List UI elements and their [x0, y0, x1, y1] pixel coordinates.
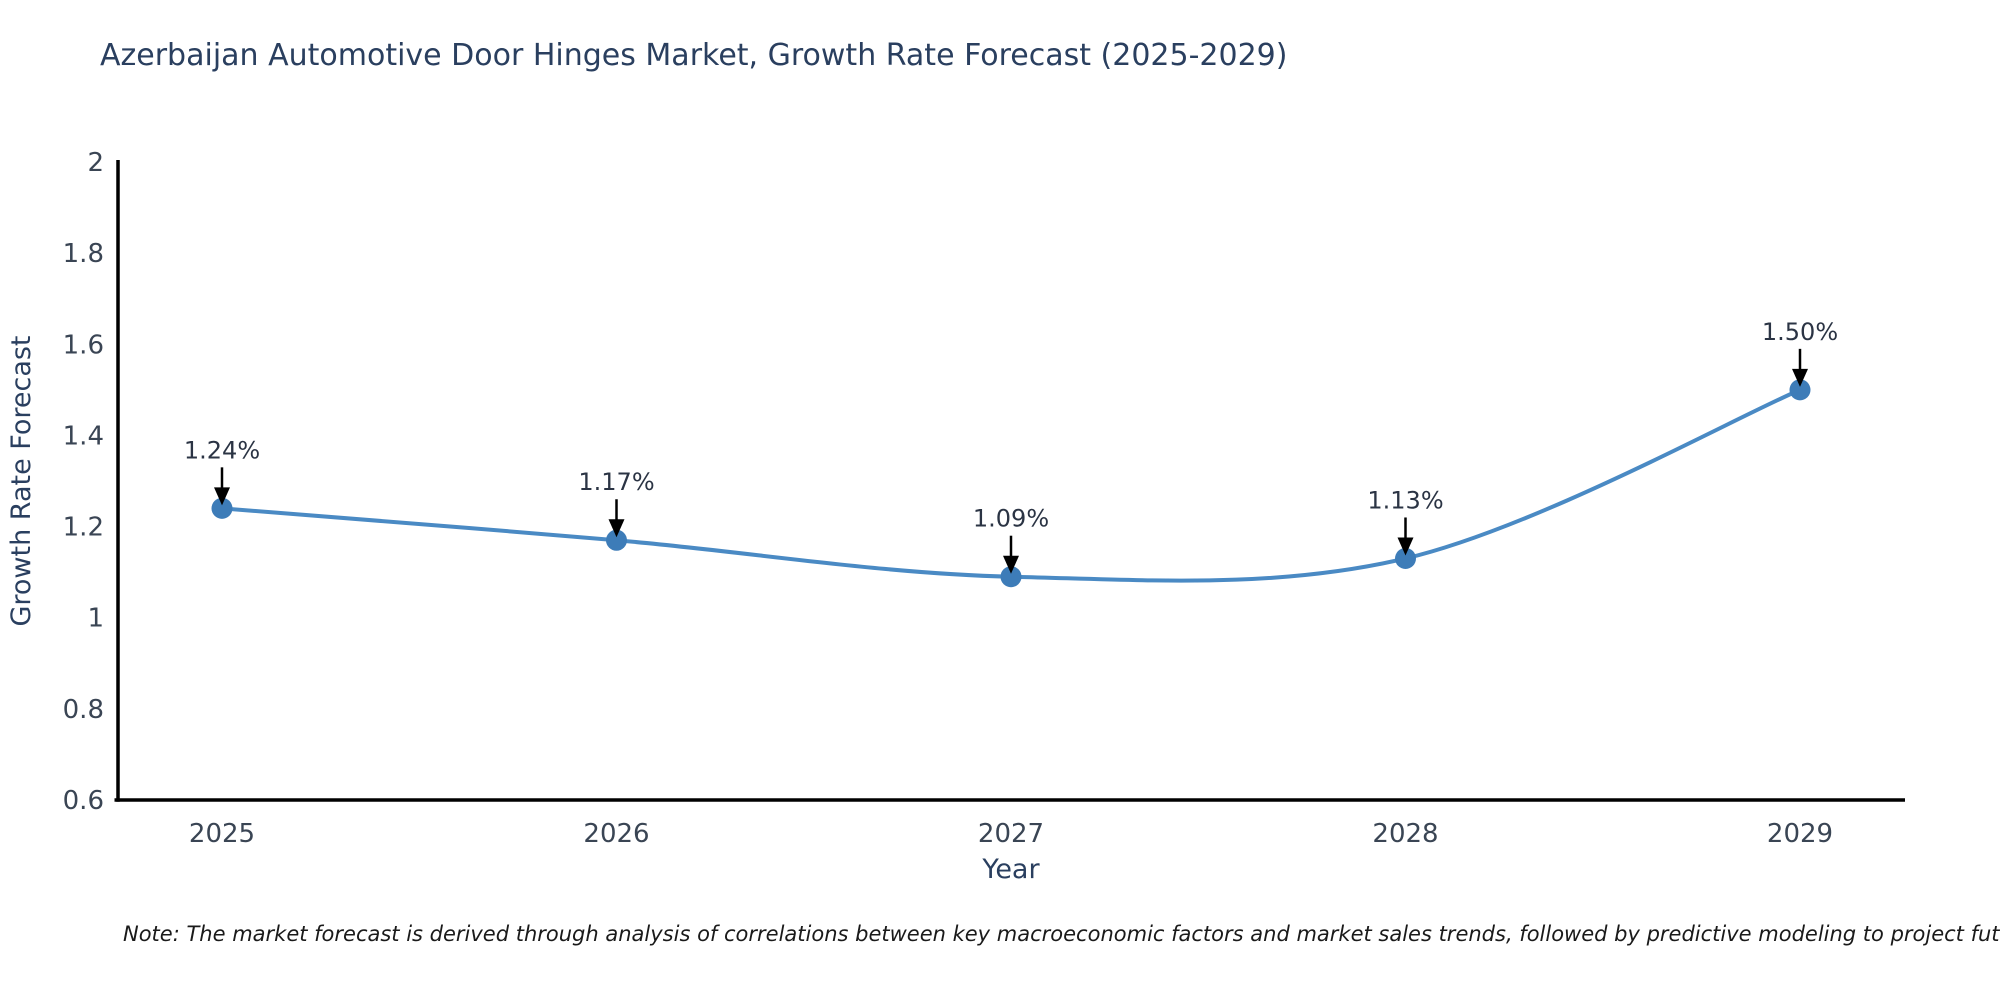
- y-tick-label: 1.4: [63, 421, 104, 451]
- point-annotation-label: 1.17%: [578, 468, 654, 496]
- annotation-arrowhead: [214, 487, 230, 506]
- point-annotations: 1.24% 1.17% 1.09% 1.13% 1.50%: [184, 318, 1838, 574]
- data-point-marker-2025[interactable]: [211, 497, 233, 519]
- point-annotation-label: 1.09%: [973, 505, 1049, 533]
- x-tick-label: 2027: [978, 819, 1044, 849]
- annotation-arrowhead: [1792, 368, 1808, 387]
- annotation-arrowhead: [1003, 555, 1019, 574]
- y-tick-label: 1.8: [63, 239, 104, 269]
- x-axis-tick-labels: 2025 2026 2027 2028 2029: [189, 819, 1833, 849]
- data-point-marker-2026[interactable]: [606, 529, 627, 551]
- y-tick-label: 1.2: [63, 513, 104, 543]
- chart-title: Azerbaijan Automotive Door Hinges Market…: [100, 38, 1288, 73]
- x-axis-title: Year: [981, 854, 1040, 885]
- x-tick-label: 2026: [583, 819, 649, 849]
- y-axis-title: Growth Rate Forecast: [6, 335, 37, 626]
- data-point-marker-2028[interactable]: [1395, 547, 1416, 569]
- series-growth-rate: [211, 379, 1811, 588]
- y-tick-label: 1: [87, 604, 104, 634]
- x-tick-label: 2029: [1767, 819, 1833, 849]
- data-point-marker-2027[interactable]: [1000, 566, 1022, 588]
- y-tick-label: 1.6: [63, 330, 104, 360]
- y-tick-label: 0.6: [63, 786, 104, 816]
- y-tick-label: 0.8: [63, 695, 104, 725]
- point-annotation-label: 1.13%: [1367, 486, 1443, 514]
- point-annotation-label: 1.24%: [184, 436, 260, 464]
- point-annotation-label: 1.50%: [1762, 318, 1838, 346]
- y-tick-label: 2: [87, 148, 104, 178]
- footnote: Note: The market forecast is derived thr…: [123, 922, 2000, 946]
- axes: [114, 160, 1905, 802]
- x-tick-label: 2025: [189, 819, 255, 849]
- annotation-arrowhead: [608, 519, 625, 538]
- data-point-marker-2029[interactable]: [1789, 379, 1811, 401]
- y-axis-tick-labels: 0.6 0.8 1 1.2 1.4 1.6 1.8 2: [63, 148, 104, 816]
- annotation-arrowhead: [1397, 537, 1414, 556]
- x-tick-label: 2028: [1372, 819, 1438, 849]
